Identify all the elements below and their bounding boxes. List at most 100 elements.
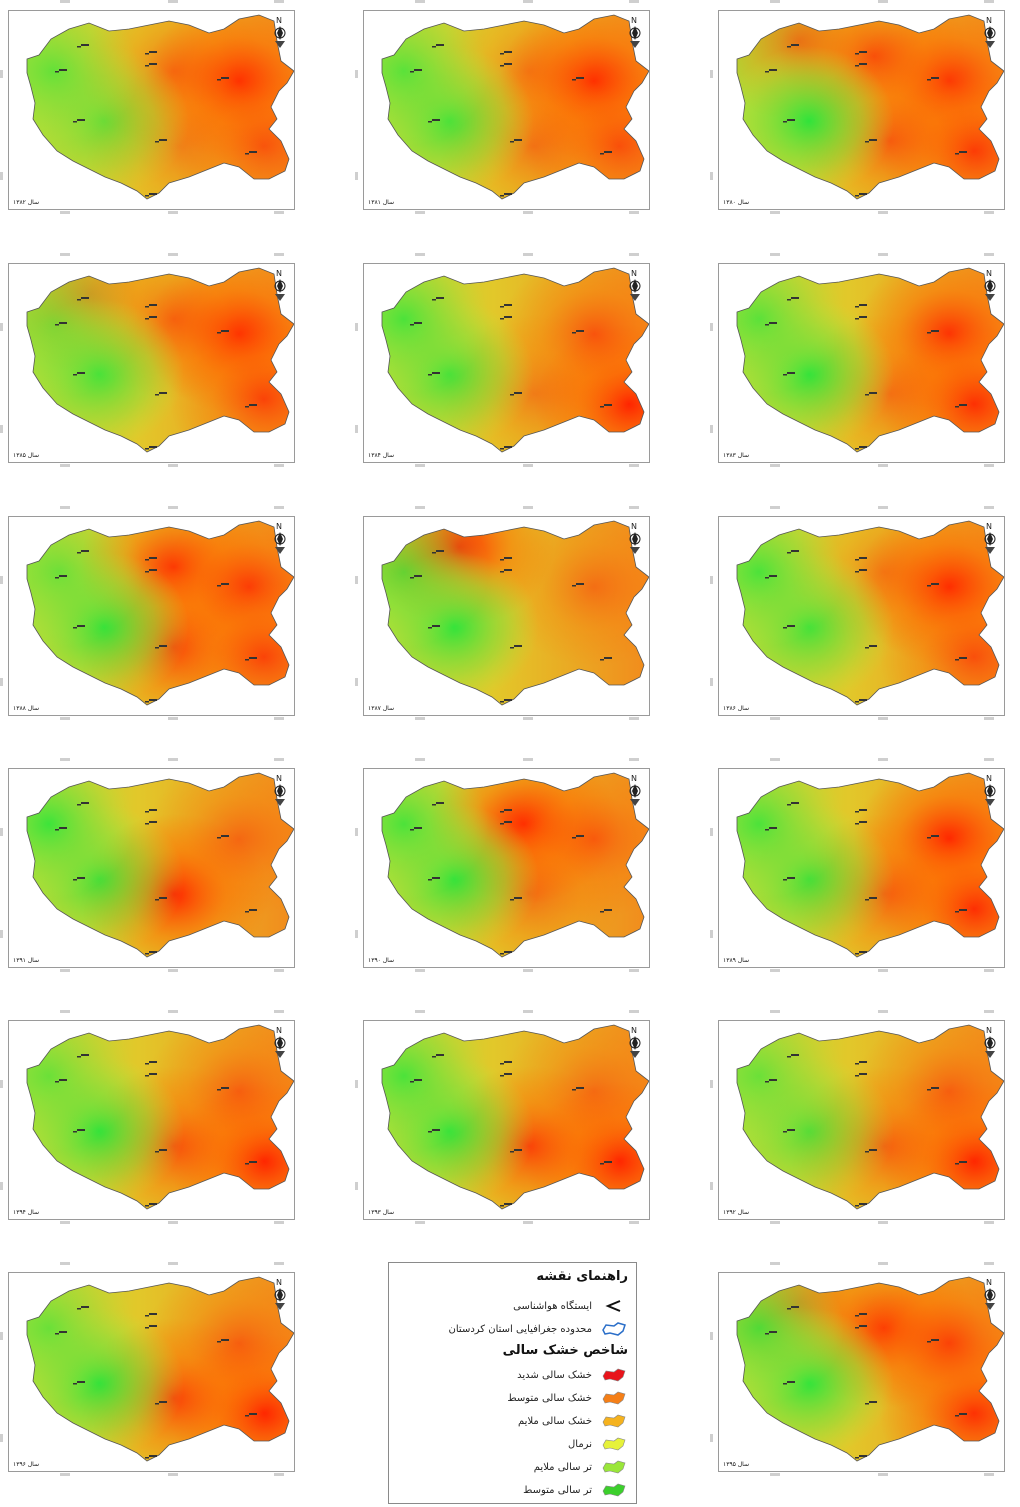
station-symbol-icon xyxy=(600,1298,628,1314)
legend-index-title: شاخص خشک سالی xyxy=(502,1343,628,1358)
map-bottom-ticks xyxy=(8,1473,295,1481)
map-frame: N سال ۱۳۹۵ xyxy=(718,1272,1005,1472)
legend-station-row: ایستگاه هواشناسی xyxy=(513,1297,628,1315)
province-map xyxy=(736,1024,1004,1210)
map-top-ticks xyxy=(363,253,650,261)
map-top-ticks xyxy=(718,1262,1005,1270)
map-top-ticks xyxy=(8,0,295,8)
drought-map-p1388: N سال ۱۳۸۸ xyxy=(0,506,295,720)
map-bottom-ticks xyxy=(718,464,1005,472)
map-top-ticks xyxy=(8,1262,295,1270)
map-frame: N سال ۱۳۸۲ xyxy=(8,10,295,210)
legend-class-row: خشک سالی شدید xyxy=(517,1366,628,1384)
province-map xyxy=(736,772,1004,958)
north-arrow-icon: N xyxy=(274,16,286,48)
svg-text:N: N xyxy=(631,1026,637,1035)
map-legend: راهنمای نقشه ایستگاه هواشناسی محدوده جغر… xyxy=(388,1262,637,1504)
svg-text:N: N xyxy=(986,1026,992,1035)
map-bottom-ticks xyxy=(8,717,295,725)
province-map xyxy=(736,267,1004,453)
province-map xyxy=(26,1276,294,1462)
drought-map-p1395: N سال ۱۳۹۵ xyxy=(710,1262,1005,1476)
province-map xyxy=(736,1276,1004,1462)
map-frame: N سال ۱۳۸۸ xyxy=(8,516,295,716)
province-map xyxy=(736,520,1004,706)
north-arrow-icon: N xyxy=(984,1026,996,1058)
province-map xyxy=(26,1024,294,1210)
map-year-label: سال ۱۳۸۵ xyxy=(13,452,40,459)
svg-text:N: N xyxy=(276,522,282,531)
map-top-ticks xyxy=(363,506,650,514)
svg-text:N: N xyxy=(631,522,637,531)
drought-map-p1391: N سال ۱۳۹۱ xyxy=(0,758,295,972)
map-top-ticks xyxy=(718,0,1005,8)
north-arrow-icon: N xyxy=(274,774,286,806)
map-bottom-ticks xyxy=(718,717,1005,725)
map-bottom-ticks xyxy=(363,717,650,725)
province-map xyxy=(26,14,294,200)
north-arrow-icon: N xyxy=(629,1026,641,1058)
map-year-label: سال ۱۳۸۷ xyxy=(368,705,395,712)
legend-swatch-icon xyxy=(600,1367,628,1383)
map-top-ticks xyxy=(718,758,1005,766)
drought-map-p1380: N سال ۱۳۸۰ xyxy=(710,0,1005,214)
map-frame: N سال ۱۳۹۶ xyxy=(8,1272,295,1472)
drought-map-p1383: N سال ۱۳۸۳ xyxy=(710,253,1005,467)
north-arrow-icon: N xyxy=(984,774,996,806)
north-arrow-icon: N xyxy=(984,269,996,301)
svg-text:N: N xyxy=(986,269,992,278)
map-top-ticks xyxy=(363,1010,650,1018)
map-year-label: سال ۱۳۸۹ xyxy=(723,957,750,964)
map-bottom-ticks xyxy=(8,969,295,977)
legend-class-row: تر سالی متوسط xyxy=(523,1481,628,1499)
legend-boundary-label: محدوده جغرافیایی استان کردستان xyxy=(448,1323,592,1335)
legend-class-row: نرمال xyxy=(568,1435,628,1453)
map-year-label: سال ۱۳۸۱ xyxy=(368,199,395,206)
legend-class-label: تر سالی ملایم xyxy=(533,1461,592,1473)
svg-text:N: N xyxy=(276,774,282,783)
map-top-ticks xyxy=(8,506,295,514)
drought-map-p1382: N سال ۱۳۸۲ xyxy=(0,0,295,214)
map-frame: N سال ۱۳۹۴ xyxy=(8,1020,295,1220)
legend-class-label: تر سالی متوسط xyxy=(523,1484,592,1496)
map-bottom-ticks xyxy=(8,1221,295,1229)
drought-map-p1394: N سال ۱۳۹۴ xyxy=(0,1010,295,1224)
drought-map-p1381: N سال ۱۳۸۱ xyxy=(355,0,650,214)
map-frame: N سال ۱۳۹۲ xyxy=(718,1020,1005,1220)
map-bottom-ticks xyxy=(718,211,1005,219)
svg-text:N: N xyxy=(986,16,992,25)
map-top-ticks xyxy=(363,758,650,766)
province-map xyxy=(381,520,649,706)
drought-map-p1386: N سال ۱۳۸۶ xyxy=(710,506,1005,720)
legend-swatch-icon xyxy=(600,1436,628,1452)
province-map xyxy=(736,14,1004,200)
legend-swatch-icon xyxy=(600,1459,628,1475)
province-map xyxy=(26,267,294,453)
legend-swatch-icon xyxy=(600,1413,628,1429)
map-bottom-ticks xyxy=(363,464,650,472)
drought-map-p1387: N سال ۱۳۸۷ xyxy=(355,506,650,720)
map-year-label: سال ۱۳۸۸ xyxy=(13,705,40,712)
map-bottom-ticks xyxy=(718,1473,1005,1481)
legend-swatch-icon xyxy=(600,1390,628,1406)
legend-station-label: ایستگاه هواشناسی xyxy=(513,1300,592,1312)
north-arrow-icon: N xyxy=(274,269,286,301)
legend-class-row: خشک سالی ملایم xyxy=(518,1412,628,1430)
province-map xyxy=(381,14,649,200)
north-arrow-icon: N xyxy=(274,1026,286,1058)
map-frame: N سال ۱۳۹۰ xyxy=(363,768,650,968)
map-year-label: سال ۱۳۹۲ xyxy=(723,1209,750,1216)
map-frame: N سال ۱۳۸۵ xyxy=(8,263,295,463)
map-year-label: سال ۱۳۹۴ xyxy=(13,1209,40,1216)
map-frame: N سال ۱۳۸۷ xyxy=(363,516,650,716)
drought-map-p1389: N سال ۱۳۸۹ xyxy=(710,758,1005,972)
legend-class-row: خشک سالی متوسط xyxy=(507,1389,628,1407)
north-arrow-icon: N xyxy=(984,522,996,554)
province-map xyxy=(26,772,294,958)
drought-map-p1392: N سال ۱۳۹۲ xyxy=(710,1010,1005,1224)
drought-map-p1384: N سال ۱۳۸۴ xyxy=(355,253,650,467)
drought-map-p1393: N سال ۱۳۹۳ xyxy=(355,1010,650,1224)
svg-text:N: N xyxy=(631,774,637,783)
svg-text:N: N xyxy=(631,269,637,278)
svg-text:N: N xyxy=(276,16,282,25)
